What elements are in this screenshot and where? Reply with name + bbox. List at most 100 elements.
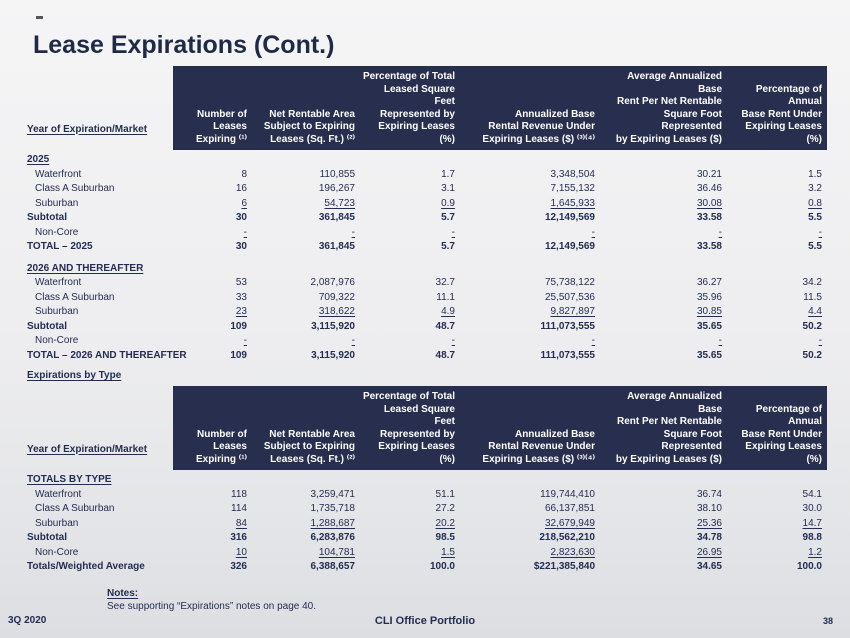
cell-value: 36.74 (696, 488, 722, 500)
cell-value (173, 150, 252, 168)
table-header-row: Year of Expiration/Market Number of Leas… (27, 386, 827, 470)
row-label: Suburban (35, 517, 79, 529)
cell-value: 109 (230, 320, 247, 332)
row-label: Suburban (35, 197, 79, 209)
column-header-net-rentable-area: Net Rentable Area Subject to Expiring Le… (252, 386, 360, 470)
cell-value: 118 (231, 488, 247, 500)
row-label: Non-Core (35, 335, 79, 346)
cell-value: 114 (231, 503, 247, 514)
cell-value (252, 255, 360, 277)
cell-value (173, 470, 252, 488)
column-header-pct-annual-base-rent: Percentage of Annual Base Rent Under Exp… (727, 66, 827, 150)
row-label: 2025 (27, 154, 50, 165)
cell-value: 98.8 (802, 532, 822, 543)
cell-value: 32,679,949 (544, 517, 595, 529)
cell-value: 98.5 (435, 532, 455, 543)
cell-value: 53 (235, 277, 247, 288)
row-label: Class A Suburban (35, 183, 115, 194)
cell-value: 84 (235, 517, 247, 529)
row-label: Non-Core (35, 546, 79, 558)
cell-value: 48.7 (435, 349, 455, 361)
cell-value: 111,073,555 (540, 349, 595, 361)
cell-value: - (351, 226, 355, 238)
cell-value: 54.1 (802, 488, 822, 500)
cell-value: - (591, 226, 595, 238)
row-label: Waterfront (35, 277, 82, 288)
cell-value: 51.1 (435, 488, 455, 500)
table-row: TOTALS BY TYPE (27, 470, 827, 488)
cell-value: 50.2 (802, 349, 822, 361)
content-area: Year of Expiration/Market Number of Leas… (27, 66, 827, 575)
cell-value (460, 470, 600, 488)
cell-value: 30.21 (696, 168, 722, 180)
cell-value: 66,137,851 (544, 503, 595, 514)
cell-value: 196,267 (318, 183, 355, 194)
table-row: Class A Suburban 114 1,735,718 27.2 66,137,8… (27, 502, 827, 517)
cell-value: 1,645,933 (550, 197, 596, 209)
table-row: Suburban 23 318,622 4.9 9,827,897 30.85 4.4 (27, 305, 827, 320)
cell-value: 35.65 (696, 320, 722, 332)
cell-value: - (718, 226, 722, 238)
table-row: TOTAL – 2026 AND THEREAFTER 109 3,115,920 4… (27, 349, 827, 364)
table-row: Non-Core - - - - - - (27, 334, 827, 349)
column-header-year-market: Year of Expiration/Market (27, 443, 148, 455)
footer-page-number: 38 (822, 616, 833, 626)
table-row: Subtotal 30 361,845 5.7 12,149,569 33.58 5.5 (27, 211, 827, 226)
notes-label: Notes: (107, 588, 139, 599)
cell-value: 110,855 (319, 168, 355, 180)
cell-value: 111,073,555 (540, 320, 595, 332)
table-row: Waterfront 118 3,259,471 51.1 119,744,410 36.… (27, 488, 827, 503)
table-row: Suburban 6 54,723 0.9 1,645,933 30.08 0.8 (27, 197, 827, 212)
cell-value (173, 255, 252, 277)
cell-value: 1,735,718 (310, 503, 356, 514)
notes-text: See supporting “Expirations” notes on pa… (107, 601, 317, 612)
cell-value: 4.9 (441, 306, 455, 317)
cell-value: 10 (235, 546, 247, 558)
column-header-net-rentable-area: Net Rentable Area Subject to Expiring Le… (252, 66, 360, 150)
cell-value: - (243, 226, 247, 238)
cell-value: 1,288,687 (310, 517, 356, 529)
cell-value: 6 (241, 197, 247, 209)
column-header-pct-leased-sf: Percentage of Total Leased Square Feet R… (360, 386, 460, 470)
column-header-avg-rent-per-sf: Average Annualized Base Rent Per Net Ren… (600, 386, 727, 470)
cell-value: 34.2 (802, 277, 822, 288)
cell-value: 1.7 (441, 168, 455, 180)
cell-value: 100.0 (796, 561, 822, 572)
cell-value: 3.2 (808, 183, 822, 194)
cell-value: 3,259,471 (310, 488, 356, 500)
cell-value (727, 255, 827, 277)
cell-value: 326 (230, 561, 247, 572)
cell-value: - (718, 335, 722, 346)
cell-value (460, 255, 600, 277)
table-row: Waterfront 8 110,855 1.7 3,348,504 30.21 1.5 (27, 168, 827, 183)
row-label: Suburban (35, 306, 79, 317)
cell-value: 361,845 (318, 241, 355, 252)
cell-value: 11.1 (436, 291, 455, 303)
table-row: Class A Suburban 16 196,267 3.1 7,155,132 36.… (27, 182, 827, 197)
corner-mark (36, 16, 43, 19)
cell-value: 35.65 (696, 349, 722, 361)
notes-block: Notes: See supporting “Expirations” note… (107, 588, 316, 612)
row-label: Subtotal (27, 212, 67, 223)
cell-value: 4.4 (808, 306, 822, 317)
cell-value: 12,149,569 (544, 212, 595, 223)
cell-value: - (591, 335, 595, 346)
cell-value: 16 (235, 183, 247, 194)
cell-value: 6,388,657 (310, 561, 356, 572)
cell-value: 316 (230, 532, 247, 543)
lease-expirations-by-year-table: Year of Expiration/Market Number of Leas… (27, 66, 827, 363)
cell-value: - (818, 335, 822, 346)
cell-value: 36.27 (696, 277, 722, 288)
cell-value: 1.5 (441, 546, 455, 558)
cell-value (252, 150, 360, 168)
column-header-avg-rent-per-sf: Average Annualized Base Rent Per Net Ren… (600, 66, 727, 150)
cell-value: 5.7 (441, 241, 455, 252)
expirations-by-type-heading: Expirations by Type (27, 370, 122, 381)
cell-value: 100.0 (429, 561, 455, 572)
cell-value (360, 470, 460, 488)
cell-value (360, 150, 460, 168)
page-title: Lease Expirations (Cont.) (33, 30, 335, 59)
cell-value: 34.65 (696, 561, 722, 572)
column-header-annualized-base-rent: Annualized Base Rental Revenue Under Exp… (460, 386, 600, 470)
